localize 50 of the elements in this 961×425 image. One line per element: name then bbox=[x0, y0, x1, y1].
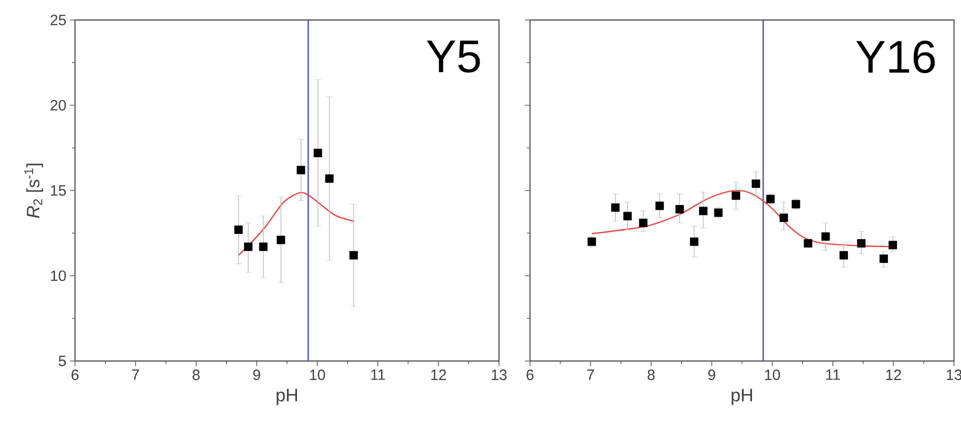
point bbox=[234, 226, 243, 234]
x-tick-label: 6 bbox=[526, 370, 534, 380]
point bbox=[690, 237, 698, 246]
point bbox=[840, 251, 848, 260]
point bbox=[675, 205, 684, 214]
point bbox=[296, 166, 306, 174]
point bbox=[314, 148, 322, 158]
x-tick-label: 9 bbox=[253, 370, 260, 380]
point bbox=[623, 212, 632, 220]
point bbox=[857, 239, 866, 248]
y-tick-label: 10 bbox=[51, 270, 66, 282]
x-axis-title: pH bbox=[276, 388, 297, 405]
y-axis-title: R$_{2}$ [s$^{-1}$] bbox=[24, 164, 44, 218]
x-axis-title: pH bbox=[732, 388, 752, 405]
point bbox=[888, 240, 898, 250]
x-tick-label: 7 bbox=[587, 370, 594, 380]
x-tick-label: 12 bbox=[431, 370, 446, 380]
x-tick-label: 10 bbox=[765, 370, 780, 380]
x-tick-label: 8 bbox=[192, 370, 200, 380]
x-tick-label: 11 bbox=[826, 370, 840, 380]
y-tick-label: 5 bbox=[58, 356, 66, 366]
point bbox=[639, 218, 648, 228]
point bbox=[752, 179, 760, 188]
x-tick-label: 7 bbox=[132, 370, 139, 380]
point bbox=[880, 254, 888, 263]
point bbox=[259, 242, 268, 251]
x-tick-label: 9 bbox=[708, 370, 716, 380]
x-tick-label: 6 bbox=[72, 370, 78, 380]
point bbox=[276, 236, 286, 244]
point bbox=[699, 206, 708, 216]
x-tick-label: 11 bbox=[371, 370, 385, 380]
point bbox=[804, 239, 812, 248]
x-tick-label: 13 bbox=[492, 370, 507, 380]
point bbox=[780, 214, 788, 222]
x-tick-label: 10 bbox=[310, 370, 325, 380]
annotation: Y16 bbox=[856, 40, 935, 74]
point bbox=[611, 203, 620, 212]
point bbox=[325, 174, 334, 183]
point bbox=[732, 191, 740, 200]
point bbox=[655, 202, 664, 210]
point bbox=[821, 232, 830, 241]
y-tick-label: 20 bbox=[50, 100, 66, 111]
annotation: Y5 bbox=[426, 40, 480, 73]
x-tick-label: 12 bbox=[886, 370, 901, 380]
line-series bbox=[238, 192, 354, 256]
x-tick-label: 8 bbox=[648, 370, 655, 380]
point bbox=[244, 242, 252, 251]
point bbox=[349, 251, 358, 260]
y-tick-label: 15 bbox=[51, 185, 66, 196]
y-tick-label: 25 bbox=[50, 14, 66, 26]
